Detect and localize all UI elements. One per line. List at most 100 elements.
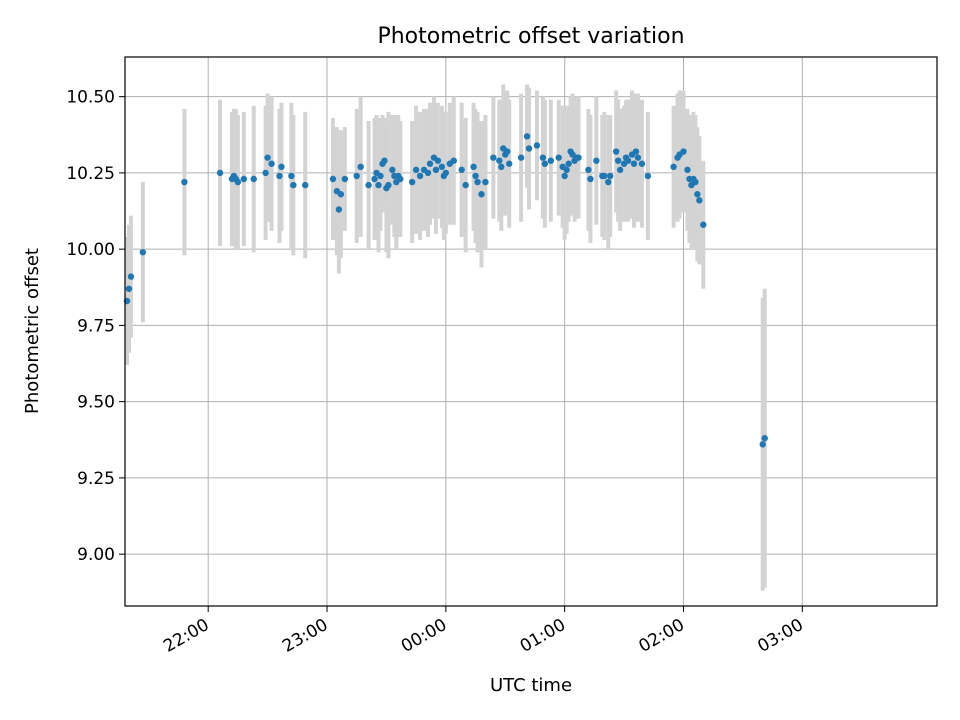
data-point — [408, 178, 416, 186]
data-point — [644, 172, 652, 180]
data-point — [670, 163, 677, 170]
data-point — [181, 178, 188, 186]
data-point — [638, 160, 646, 167]
data-point — [268, 160, 275, 167]
data-point — [696, 197, 703, 204]
data-points — [123, 133, 768, 448]
data-point — [389, 166, 396, 174]
plot-area — [124, 56, 938, 607]
data-point — [371, 175, 378, 183]
data-point — [634, 154, 642, 161]
data-point — [616, 166, 624, 174]
y-axis-label: Photometric offset — [22, 248, 43, 414]
data-point — [761, 435, 768, 442]
y-tick-label: 9.75 — [77, 316, 115, 336]
chart-title: Photometric offset variation — [377, 24, 684, 49]
data-point — [517, 154, 525, 161]
data-point — [575, 154, 582, 161]
data-point — [472, 172, 479, 180]
y-tick-label: 10.50 — [66, 88, 115, 108]
data-point — [288, 172, 295, 180]
data-point — [700, 221, 707, 228]
data-point — [377, 172, 384, 180]
data-point — [624, 157, 632, 164]
x-axis: 22:00 23:00 00:00 01:00 02:00 03:00 — [160, 606, 807, 657]
data-point — [612, 148, 620, 155]
x-tick-label: 00:00 — [398, 615, 450, 657]
y-tick-label: 9.50 — [77, 393, 115, 413]
data-point — [139, 249, 147, 256]
data-point — [450, 157, 457, 164]
data-point — [262, 169, 269, 177]
data-point — [547, 157, 555, 164]
data-point — [442, 169, 450, 177]
y-axis: 9.00 9.25 9.50 9.75 10.00 10.25 10.50 — [66, 88, 125, 565]
data-point — [482, 178, 489, 186]
data-point — [357, 163, 364, 170]
data-point — [498, 163, 505, 170]
data-point — [692, 178, 699, 186]
data-point — [276, 172, 283, 180]
data-point — [593, 157, 600, 164]
data-point — [240, 175, 248, 183]
data-point — [680, 148, 687, 155]
data-point — [385, 181, 392, 189]
data-point — [426, 160, 434, 167]
data-point — [216, 169, 224, 177]
data-point — [684, 166, 691, 174]
data-point — [434, 157, 442, 164]
data-point — [438, 163, 446, 170]
data-point — [555, 154, 562, 161]
y-tick-label: 9.25 — [77, 469, 115, 489]
data-point — [416, 172, 424, 180]
data-point — [474, 178, 481, 186]
x-axis-label: UTC time — [490, 675, 572, 696]
data-point — [563, 166, 570, 174]
data-point — [587, 175, 594, 183]
data-point — [614, 157, 622, 164]
data-point — [264, 154, 271, 161]
data-point — [397, 175, 404, 183]
data-point — [365, 181, 372, 189]
data-point — [561, 172, 568, 180]
data-point — [490, 154, 497, 161]
data-point — [424, 169, 432, 177]
data-point — [470, 163, 477, 170]
x-tick-label: 22:00 — [160, 615, 212, 657]
data-point — [127, 273, 135, 280]
data-point — [432, 166, 440, 174]
data-point — [125, 285, 133, 292]
data-point — [504, 148, 511, 155]
data-point — [539, 154, 547, 161]
data-point — [506, 160, 513, 167]
x-tick-label: 23:00 — [279, 615, 331, 657]
data-point — [462, 181, 469, 189]
data-point — [329, 175, 337, 183]
data-point — [523, 133, 531, 140]
data-point — [458, 166, 465, 174]
data-point — [290, 181, 297, 189]
y-tick-label: 9.00 — [77, 545, 115, 565]
data-point — [302, 181, 309, 189]
data-point — [605, 178, 612, 186]
y-tick-label: 10.00 — [66, 240, 115, 260]
data-point — [381, 157, 388, 164]
data-point — [525, 145, 533, 152]
data-point — [541, 160, 549, 167]
data-point — [585, 166, 592, 174]
data-point — [565, 160, 572, 167]
data-point — [533, 142, 541, 149]
data-point — [412, 166, 420, 174]
data-point — [759, 441, 766, 448]
x-tick-label: 03:00 — [754, 615, 806, 657]
data-point — [278, 163, 285, 170]
data-point — [341, 175, 349, 183]
x-tick-label: 02:00 — [636, 615, 688, 657]
data-point — [250, 175, 257, 183]
data-point — [335, 206, 343, 213]
data-point — [601, 172, 608, 180]
data-point — [632, 148, 640, 155]
data-point — [234, 178, 242, 186]
data-point — [375, 181, 382, 189]
